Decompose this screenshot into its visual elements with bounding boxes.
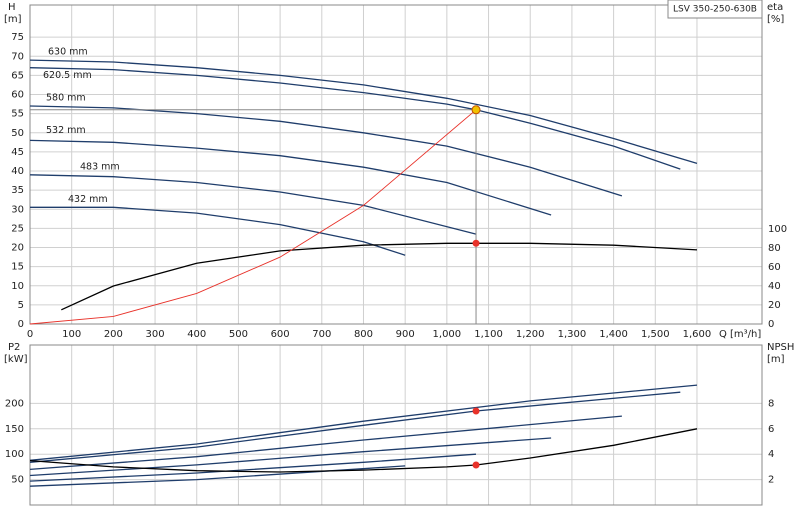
duty-point [471, 105, 481, 115]
y2-tick-label: 100 [768, 224, 787, 235]
curve [29, 59, 698, 165]
plot-frame [29, 4, 763, 325]
x-tick-label: 1,400 [599, 329, 628, 340]
curve-label: 620.5 mm [43, 70, 92, 81]
curve [29, 174, 477, 235]
curve [29, 67, 681, 170]
curve [29, 105, 623, 197]
y-axis-label: P2 [8, 342, 20, 353]
curve [29, 415, 622, 471]
y-tick-label: 60 [11, 90, 24, 101]
curve [29, 384, 698, 461]
x-tick-label: 700 [312, 329, 331, 340]
curve [29, 437, 552, 477]
y-tick-label: 30 [11, 204, 24, 215]
y-tick-label: 15 [11, 262, 24, 273]
curve-label: 532 mm [46, 125, 86, 136]
y2-tick-label: 80 [768, 243, 781, 254]
y-tick-label: 45 [11, 147, 24, 158]
y-tick-label: 10 [11, 281, 24, 292]
y2-tick-label: 2 [768, 475, 774, 486]
y2-tick-label: 60 [768, 262, 781, 273]
y-tick-label: 20 [11, 243, 24, 254]
x-tick-label: 0 [27, 329, 33, 340]
y-axis-unit: [kW] [4, 354, 28, 365]
y-tick-label: 0 [18, 319, 24, 330]
curve [29, 428, 698, 473]
curve-label: 580 mm [46, 92, 86, 103]
curve-label: 630 mm [48, 47, 88, 58]
y-tick-label: 40 [11, 166, 24, 177]
y2-axis-unit: [%] [767, 14, 784, 25]
y2-tick-label: 6 [768, 424, 774, 435]
y-tick-label: 70 [11, 51, 24, 62]
y-tick-label: 55 [11, 109, 24, 120]
curve [29, 391, 681, 463]
x-tick-label: 400 [187, 329, 206, 340]
y2-tick-label: 4 [768, 449, 774, 460]
y-axis-label: H [8, 2, 16, 13]
curve [29, 465, 406, 487]
y2-axis-unit: [m] [767, 354, 785, 365]
x-tick-label: 800 [354, 329, 373, 340]
curve [29, 453, 477, 482]
x-tick-label: 300 [146, 329, 165, 340]
y-tick-label: 50 [11, 128, 24, 139]
y-tick-label: 100 [5, 449, 24, 460]
y-tick-label: 75 [11, 32, 24, 43]
x-tick-label: 200 [104, 329, 123, 340]
duty-point [472, 407, 480, 415]
y-tick-label: 200 [5, 398, 24, 409]
y2-axis-label: NPSH [767, 342, 794, 353]
x-tick-label: 1,200 [516, 329, 545, 340]
y2-tick-label: 20 [768, 300, 781, 311]
y-tick-label: 5 [18, 300, 24, 311]
curve [29, 109, 477, 325]
x-tick-label: 1,100 [474, 329, 503, 340]
curve [61, 242, 698, 311]
duty-point [472, 239, 480, 247]
y2-tick-label: 40 [768, 281, 781, 292]
x-axis-label: Q [m³/h] [719, 329, 761, 340]
curve [29, 139, 552, 216]
x-tick-label: 500 [229, 329, 248, 340]
curve-label: 432 mm [68, 194, 108, 205]
plot-frame [29, 344, 763, 506]
x-tick-label: 1,600 [683, 329, 712, 340]
y-tick-label: 150 [5, 424, 24, 435]
y2-tick-label: 0 [768, 319, 774, 330]
y-tick-label: 65 [11, 70, 24, 81]
x-tick-label: 1,000 [433, 329, 462, 340]
y-tick-label: 35 [11, 185, 24, 196]
y2-axis-label: eta [767, 2, 783, 13]
chart-title: LSV 350-250-630B [673, 5, 757, 15]
curve [30, 206, 406, 256]
x-tick-label: 100 [62, 329, 81, 340]
y-tick-label: 50 [11, 475, 24, 486]
x-tick-label: 1,500 [641, 329, 670, 340]
x-tick-label: 600 [271, 329, 290, 340]
x-tick-label: 900 [396, 329, 415, 340]
y-tick-label: 25 [11, 223, 24, 234]
y2-tick-label: 8 [768, 398, 774, 409]
duty-point [472, 461, 480, 469]
curve-label: 483 mm [80, 161, 120, 172]
y-axis-unit: [m] [4, 14, 22, 25]
x-tick-label: 1,300 [558, 329, 587, 340]
title-box [667, 0, 763, 19]
